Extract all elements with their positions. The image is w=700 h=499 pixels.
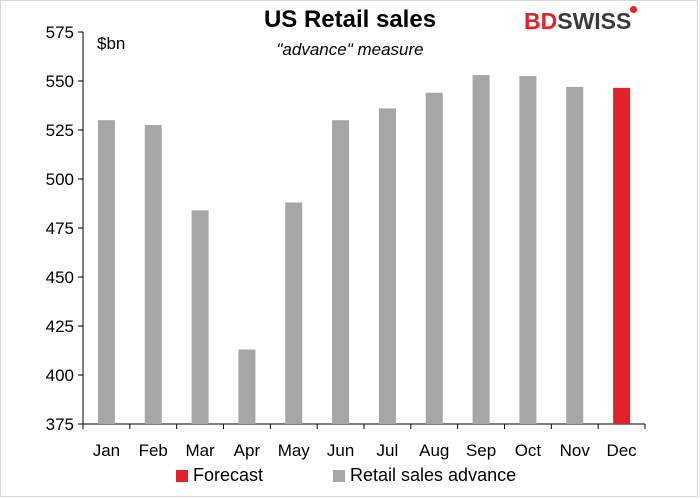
y-tick-label: 425 bbox=[46, 317, 74, 336]
x-tick-label: Mar bbox=[185, 441, 215, 460]
bar-retail-sales-advance-jan bbox=[97, 120, 115, 424]
x-tick-label: Nov bbox=[560, 441, 591, 460]
bar-retail-sales-advance-nov bbox=[566, 86, 584, 424]
logo-dot-icon bbox=[630, 6, 638, 13]
logo-part-swiss: SWISS bbox=[557, 8, 632, 34]
chart-subtitle: "advance" measure bbox=[276, 40, 424, 59]
bar-retail-sales-advance-apr bbox=[238, 349, 256, 424]
x-tick-label: Jul bbox=[377, 441, 399, 460]
y-tick-label: 400 bbox=[46, 366, 74, 385]
legend-label-retail-sales-advance: Retail sales advance bbox=[350, 465, 517, 485]
bar-retail-sales-advance-aug bbox=[425, 92, 443, 424]
legend-item-retail-sales-advance: Retail sales advance bbox=[333, 465, 516, 486]
bar-forecast-dec bbox=[613, 87, 631, 425]
y-tick-label: 500 bbox=[46, 170, 74, 189]
x-tick-label: Dec bbox=[606, 441, 637, 460]
x-tick-label: Aug bbox=[419, 441, 449, 460]
bar-retail-sales-advance-oct bbox=[519, 76, 537, 424]
logo-part-bd: BD bbox=[524, 8, 558, 34]
x-tick-label: Jun bbox=[327, 441, 354, 460]
x-tick-label: Jan bbox=[93, 441, 120, 460]
legend-swatch-retail-sales-advance bbox=[333, 469, 345, 482]
y-tick-label: 575 bbox=[46, 23, 74, 42]
bar-retail-sales-advance-may bbox=[285, 202, 303, 424]
bar-retail-sales-advance-feb bbox=[144, 125, 162, 424]
chart-title: US Retail sales bbox=[263, 6, 437, 33]
y-tick-label: 525 bbox=[46, 121, 74, 140]
y-tick-label: 375 bbox=[46, 415, 74, 434]
bdswiss-logo: BDSWISS bbox=[524, 6, 638, 35]
y-tick-label: 475 bbox=[46, 219, 74, 238]
y-tick-label: 450 bbox=[46, 268, 74, 287]
bar-retail-sales-advance-sep bbox=[472, 75, 490, 425]
bar-retail-sales-advance-jul bbox=[378, 108, 396, 424]
legend-swatch-forecast bbox=[176, 469, 188, 482]
x-tick-label: Feb bbox=[139, 441, 168, 460]
bar-retail-sales-advance-mar bbox=[191, 210, 209, 424]
x-tick-label: May bbox=[278, 441, 311, 460]
y-tick-label: 550 bbox=[46, 72, 74, 91]
legend-label-forecast: Forecast bbox=[193, 465, 264, 485]
x-tick-label: Apr bbox=[234, 441, 261, 460]
legend-item-forecast: Forecast bbox=[176, 465, 263, 486]
y-axis-unit-label: $bn bbox=[97, 34, 126, 53]
x-tick-label: Sep bbox=[466, 441, 496, 460]
bar-retail-sales-advance-jun bbox=[332, 120, 350, 424]
x-tick-label: Oct bbox=[515, 441, 542, 460]
